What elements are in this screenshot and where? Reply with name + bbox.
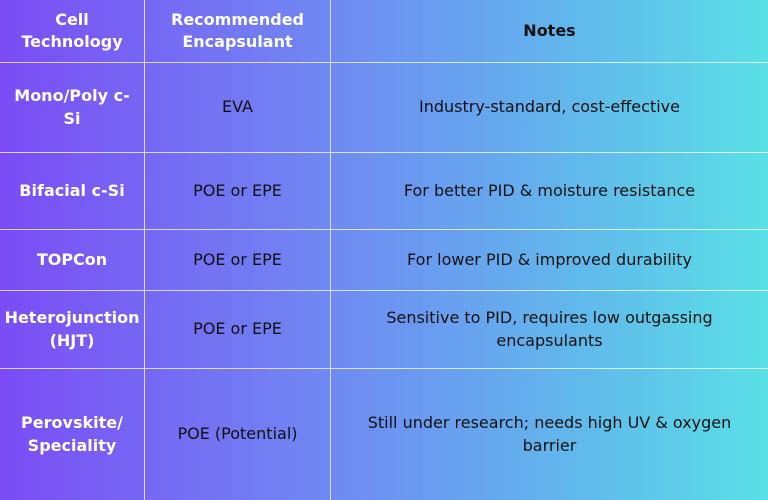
header-recommended-encapsulant: Recommended Encapsulant: [145, 0, 331, 63]
row-5-encapsulant: POE (Potential): [145, 369, 331, 500]
header-cell-technology: Cell Technology: [0, 0, 145, 63]
row-4-notes: Sensitive to PID, requires low outgassin…: [331, 291, 768, 369]
row-2-notes: For better PID & moisture resistance: [331, 153, 768, 230]
row-3-notes: For lower PID & improved durability: [331, 230, 768, 291]
row-5-notes: Still under research; needs high UV & ox…: [367, 413, 732, 455]
header-notes: Notes: [331, 0, 768, 63]
row-1-technology: Mono/Poly c-Si: [0, 63, 145, 153]
row-3-technology: TOPCon: [0, 230, 145, 291]
row-4-encapsulant: POE or EPE: [145, 291, 331, 369]
row-5-technology: Perovskite/ Speciality: [0, 369, 145, 500]
row-2-encapsulant: POE or EPE: [145, 153, 331, 230]
row-3-encapsulant: POE or EPE: [145, 230, 331, 291]
row-2-technology: Bifacial c-Si: [0, 153, 145, 230]
row-1-notes: Industry-standard, cost-effective: [331, 63, 768, 153]
row-1-encapsulant: EVA: [145, 63, 331, 153]
row-4-technology: Heterojunction (HJT): [0, 291, 145, 369]
